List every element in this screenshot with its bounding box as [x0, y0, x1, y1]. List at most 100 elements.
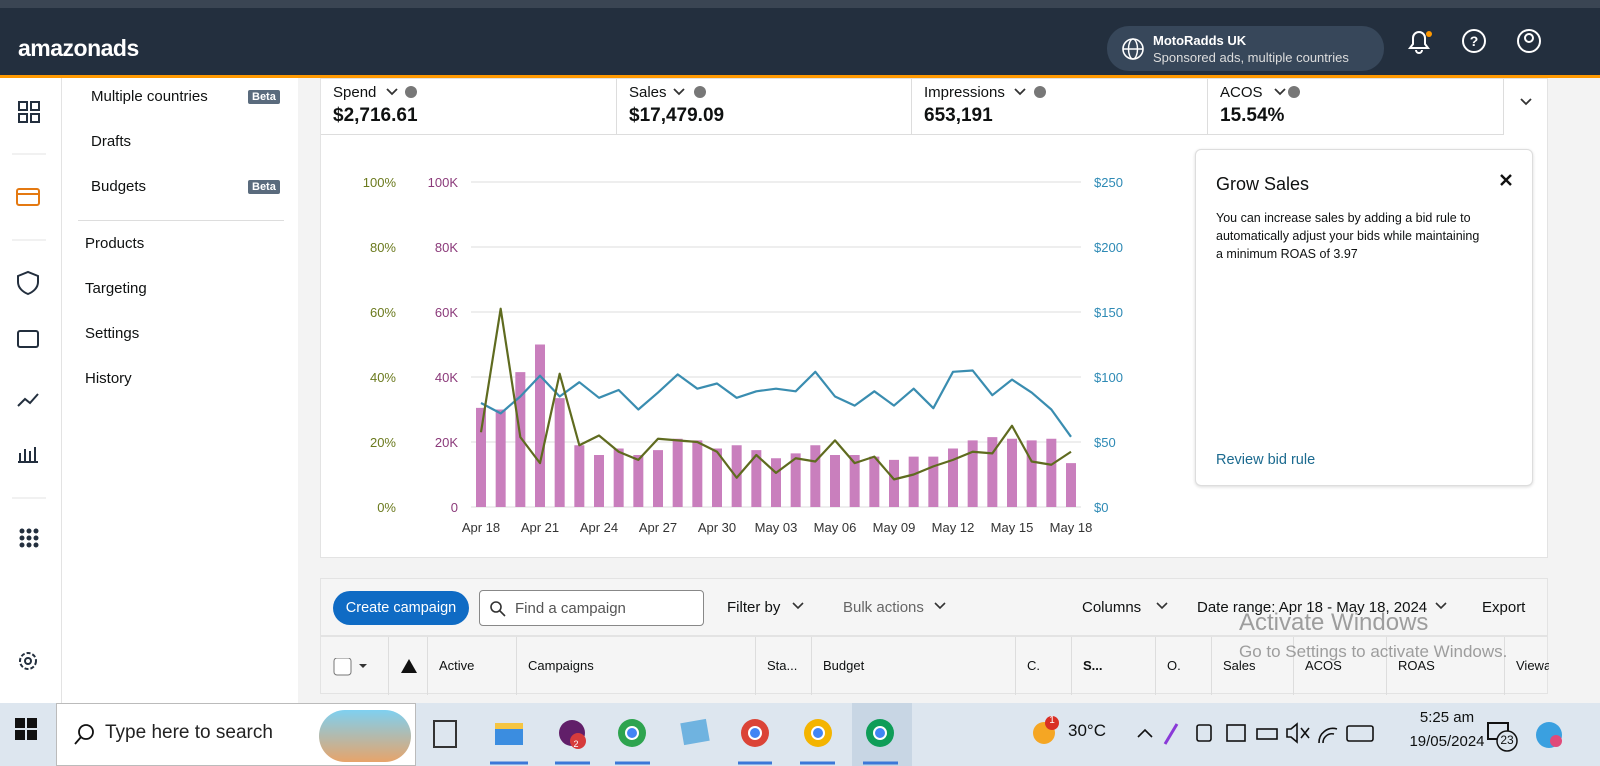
bar: [751, 450, 762, 507]
bar: [908, 456, 919, 507]
clock-time: 5:25 am: [1419, 709, 1475, 726]
tray-icons[interactable]: [1135, 719, 1385, 749]
start-button[interactable]: [14, 717, 38, 741]
nav-item[interactable]: Products: [85, 235, 145, 252]
recommendation-card: Grow Sales You can increase sales by add…: [1195, 149, 1533, 486]
metric-value: $17,479.09: [629, 105, 725, 126]
account-switcher[interactable]: MotoRadds UK Sponsored ads, multiple cou…: [1107, 26, 1384, 71]
metric-tile[interactable]: Sales $17,479.09: [617, 79, 912, 135]
filter-dropdown[interactable]: Filter by: [727, 599, 781, 616]
card-text: You can increase sales by adding a bid r…: [1216, 211, 1480, 261]
x-tick-label: Apr 24: [580, 520, 618, 535]
y-tick-label: $0: [1094, 500, 1108, 515]
metric-value: 15.54%: [1220, 105, 1285, 126]
bar: [790, 453, 801, 507]
nav-item[interactable]: Multiple countries: [91, 88, 208, 105]
column-header[interactable]: ACOS: [1294, 637, 1387, 695]
metric-tile[interactable]: Spend $2,716.61: [321, 79, 617, 135]
warning-icon: [401, 659, 417, 673]
column-header[interactable]: Viewa: [1516, 658, 1549, 673]
metric-value: $2,716.61: [333, 105, 418, 126]
select-all[interactable]: [321, 637, 389, 695]
bar: [771, 458, 781, 507]
x-tick-label: May 06: [814, 520, 857, 535]
x-tick-label: May 12: [932, 520, 975, 535]
bar: [495, 409, 506, 507]
metric-label: Sales: [629, 84, 667, 101]
nav-item[interactable]: Budgets: [91, 178, 147, 195]
metric-value: 653,191: [924, 105, 993, 126]
bar: [613, 448, 624, 507]
x-tick-label: May 03: [755, 520, 798, 535]
metric-chevrons[interactable]: [321, 79, 1549, 119]
column-header[interactable]: Campaigns: [517, 637, 756, 695]
nav-item[interactable]: Settings: [85, 325, 140, 342]
search-box[interactable]: Find a campaign: [479, 590, 704, 626]
search-text: Type here to search: [105, 722, 273, 743]
nav-item[interactable]: Drafts: [91, 133, 132, 150]
create-button[interactable]: Create campaign: [333, 591, 469, 625]
y-tick-label: 20K: [435, 435, 458, 450]
bulk-dropdown[interactable]: Bulk actions: [843, 599, 924, 616]
x-tick-label: Apr 30: [698, 520, 736, 535]
bar: [889, 459, 899, 507]
bar: [712, 448, 722, 507]
weather-temp: 30°C: [1068, 721, 1106, 740]
columns-dropdown[interactable]: Columns: [1082, 599, 1142, 616]
bar: [692, 440, 703, 507]
beta-badge: Beta: [248, 180, 280, 194]
notification-icons[interactable]: [1486, 717, 1596, 753]
metric-tile[interactable]: Impressions 653,191: [912, 79, 1208, 135]
account-name: MotoRadds UK: [1153, 33, 1247, 48]
line: [480, 369, 1072, 438]
column-header[interactable]: S...: [1072, 637, 1156, 695]
column-header[interactable]: Budget: [812, 637, 1016, 695]
bar: [535, 344, 545, 507]
bar: [515, 372, 526, 507]
nav-item[interactable]: History: [85, 370, 132, 387]
y-tick-label: 80%: [370, 240, 396, 255]
nav-item[interactable]: Targeting: [85, 280, 147, 297]
metric-label: Impressions: [924, 84, 1005, 101]
y-tick-label: 100K: [428, 175, 459, 190]
line: [479, 307, 1072, 481]
column-header[interactable]: Sales: [1212, 637, 1294, 695]
y-tick-label: $50: [1094, 435, 1116, 450]
chart: 0% 20% 40% 60% 80% 100% 0 20K 40K 60K 80K 100K $0 $50…: [363, 175, 1123, 535]
logo[interactable]: amazonads: [18, 35, 139, 61]
close-button[interactable]: [1499, 173, 1513, 187]
column-header[interactable]: Active: [428, 637, 517, 695]
y-tick-label: 40%: [370, 370, 396, 385]
column-header[interactable]: O.: [1156, 637, 1212, 695]
bar: [574, 445, 585, 507]
column-header[interactable]: ROAS: [1387, 637, 1505, 695]
icon-rail: [0, 78, 62, 703]
notification-count: 23: [1500, 733, 1514, 747]
table-header: Active Campaigns Sta... Budget C. S... O…: [320, 636, 1549, 695]
beta-badge: Beta: [248, 90, 280, 104]
date-range[interactable]: Date range: Apr 18 - May 18, 2024: [1197, 599, 1428, 616]
y-tick-label: 0%: [377, 500, 396, 515]
column-header[interactable]: C.: [1016, 637, 1072, 695]
card-link[interactable]: Review bid rule: [1216, 452, 1316, 468]
app-badge: 2: [573, 739, 579, 749]
rail-icons[interactable]: [0, 78, 62, 703]
header-icons[interactable]: ?: [1404, 26, 1544, 56]
x-tick-label: May 09: [873, 520, 916, 535]
metric-tile[interactable]: ACOS 15.54%: [1208, 79, 1504, 135]
search-placeholder: Find a campaign: [515, 600, 626, 617]
column-header[interactable]: Sta...: [756, 637, 812, 695]
y-tick-label: 60%: [370, 305, 396, 320]
taskbar-search[interactable]: Type here to search: [56, 703, 416, 766]
bar: [653, 450, 663, 507]
export-button[interactable]: Export: [1482, 599, 1526, 616]
bar: [633, 455, 644, 507]
globe-icon: [1122, 38, 1144, 60]
warning-col: [389, 637, 428, 695]
x-tick-label: Apr 21: [521, 520, 559, 535]
taskbar-apps[interactable]: [420, 703, 920, 766]
y-tick-label: $150: [1094, 305, 1123, 320]
dropdown-chevrons: [792, 602, 1447, 610]
bar: [1007, 438, 1017, 507]
bar: [948, 448, 958, 507]
